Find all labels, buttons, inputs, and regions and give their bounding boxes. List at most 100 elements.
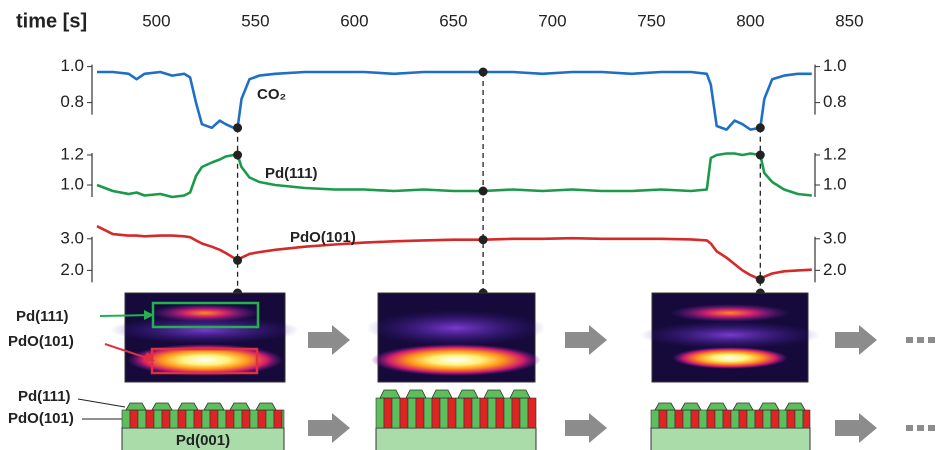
marker-dot — [478, 186, 488, 196]
y-tick-label: 3.0 — [60, 228, 84, 247]
oxide-stripe — [519, 397, 529, 429]
x-tick-label: 550 — [241, 11, 269, 30]
series-label: PdO(101) — [290, 229, 356, 246]
x-tick-label: 750 — [637, 11, 665, 30]
metal-island — [431, 389, 453, 399]
oxide-stripe — [714, 409, 724, 429]
oxide-stripe — [722, 409, 732, 429]
oxide-stripe — [447, 397, 457, 429]
oxide-stripe — [786, 409, 796, 429]
label-pointer — [104, 343, 151, 360]
oxide-stripe — [209, 409, 219, 429]
arrow — [835, 325, 877, 355]
oxide-stripe — [666, 409, 676, 429]
diffraction-images — [110, 292, 820, 383]
surface-models — [121, 389, 811, 450]
metal-island — [125, 402, 147, 411]
oxide-stripe — [706, 409, 716, 429]
oxide-stripe — [658, 409, 668, 429]
metal-island — [229, 402, 251, 411]
arrow — [308, 413, 350, 443]
oxide-stripe — [738, 409, 748, 429]
image-band — [366, 310, 546, 346]
image-band — [640, 321, 820, 349]
oxide-stripe — [399, 397, 409, 429]
metal-island — [177, 402, 199, 411]
oxide-stripe — [471, 397, 481, 429]
marker-dot — [233, 123, 243, 133]
marker-dot — [478, 235, 488, 245]
oxide-stripe — [169, 409, 179, 429]
oxide-stripe — [698, 409, 708, 429]
metal-island — [405, 389, 427, 399]
oxide-stripe — [383, 397, 393, 429]
series-label: CO₂ — [257, 86, 286, 103]
oxide-stripe — [153, 409, 163, 429]
oxide-stripe — [281, 409, 285, 429]
oxide-stripe — [762, 409, 772, 429]
substrate — [375, 427, 537, 450]
oxide-stripe — [674, 409, 684, 429]
oxide-stripe — [273, 409, 283, 429]
metal-island — [151, 402, 173, 411]
oxide-stripe — [479, 397, 489, 429]
metal-island — [379, 389, 401, 399]
image-spot — [371, 344, 541, 376]
oxide-stripe — [455, 397, 465, 429]
y-tick-label-right: 1.2 — [823, 144, 847, 163]
label-pointer — [77, 398, 126, 408]
marker-dot — [755, 275, 765, 285]
y-tick-label: 0.8 — [60, 92, 84, 111]
x-tick-label: 650 — [439, 11, 467, 30]
metal-island — [483, 389, 505, 399]
metal-island — [784, 402, 806, 411]
y-tick-label-right: 1.0 — [823, 56, 847, 75]
x-tick-label: 700 — [538, 11, 566, 30]
oxide-stripe — [503, 397, 513, 429]
metal-island — [509, 389, 531, 399]
series-line — [96, 225, 812, 281]
oxide-stripe — [487, 397, 497, 429]
substrate — [650, 427, 811, 450]
oxide-stripe — [794, 409, 804, 429]
image-spot — [150, 304, 260, 322]
x-axis-label: time [s] — [16, 10, 87, 32]
y-tick-label: 1.0 — [60, 174, 84, 193]
oxide-stripe — [217, 409, 227, 429]
marker-dot — [755, 150, 765, 160]
y-tick-label-right: 1.0 — [823, 174, 847, 193]
x-tick-label: 600 — [340, 11, 368, 30]
oxide-stripe — [161, 409, 171, 429]
oxide-stripe — [770, 409, 780, 429]
oxide-stripe — [778, 409, 788, 429]
oxide-stripe — [527, 397, 537, 429]
arrows — [308, 325, 935, 443]
plots: 500 550 600 650 700 750 800 850 0.8 0.8 1.0 1.0 CO₂ 1… — [60, 11, 864, 298]
oxide-stripe — [730, 409, 740, 429]
oxide-stripe — [754, 409, 764, 429]
arrow — [308, 325, 350, 355]
oxide-stripe — [137, 409, 147, 429]
oxide-stripe — [241, 409, 251, 429]
oxide-stripe — [129, 409, 139, 429]
oxide-stripe — [690, 409, 700, 429]
marker-dot — [478, 67, 488, 77]
y-tick-label-right: 0.8 — [823, 92, 847, 111]
oxide-stripe — [431, 397, 441, 429]
marker-dot — [233, 255, 243, 265]
oxide-stripe — [233, 409, 243, 429]
oxide-stripe — [249, 409, 259, 429]
x-tick-label: 800 — [736, 11, 764, 30]
oxide-stripe — [511, 397, 521, 429]
metal-island — [203, 402, 225, 411]
metal-island — [457, 389, 479, 399]
label-pointer — [144, 310, 154, 320]
oxide-stripe — [423, 397, 433, 429]
model-label: Pd(111) — [18, 388, 71, 405]
substrate-label: Pd(001) — [176, 432, 230, 449]
x-tick-label: 500 — [142, 11, 170, 30]
oxide-stripe — [463, 397, 473, 429]
image-spot — [670, 304, 790, 322]
label-pointer — [99, 314, 151, 317]
